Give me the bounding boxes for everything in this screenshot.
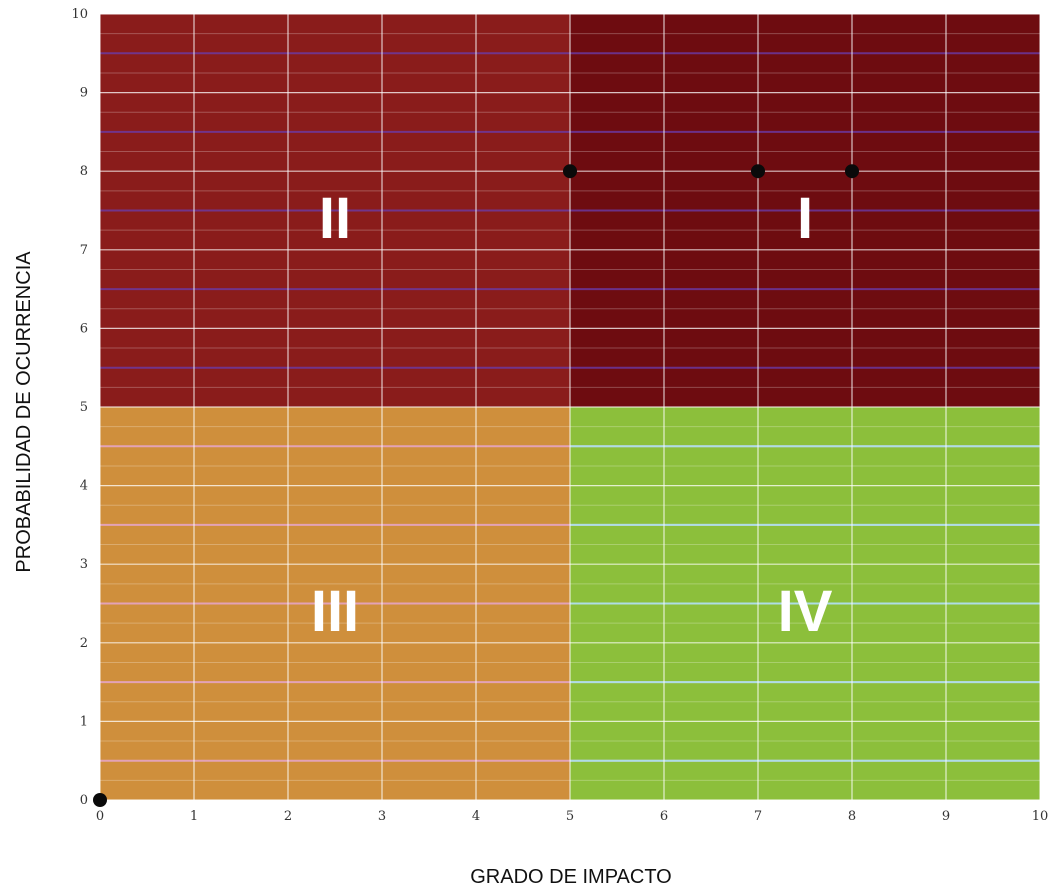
y-tick-label: 3 <box>80 557 88 572</box>
y-tick-label: 0 <box>80 793 88 808</box>
y-axis-ticks: 0 1 2 3 4 5 6 7 8 9 10 <box>71 7 88 808</box>
y-tick-label: 9 <box>80 86 88 101</box>
x-tick-label: 6 <box>660 809 668 824</box>
x-tick-label: 1 <box>190 809 198 824</box>
quadrant-label-iii: III <box>311 579 359 644</box>
data-points <box>93 164 859 807</box>
y-tick-label: 8 <box>80 164 88 179</box>
y-tick-label: 10 <box>71 7 88 22</box>
x-tick-label: 10 <box>1032 809 1049 824</box>
data-point <box>563 164 577 179</box>
x-tick-label: 3 <box>378 809 386 824</box>
y-tick-label: 7 <box>80 243 88 258</box>
gridlines <box>99 13 1041 801</box>
y-tick-label: 1 <box>80 714 88 729</box>
y-tick-label: 5 <box>80 400 88 415</box>
y-axis-title: PROBABILIDAD DE OCURRENCIA <box>13 251 35 573</box>
x-tick-label: 2 <box>284 809 292 824</box>
data-point <box>751 164 765 179</box>
x-tick-label: 5 <box>566 809 574 824</box>
y-tick-label: 4 <box>80 479 88 494</box>
data-point <box>845 164 859 179</box>
y-tick-label: 6 <box>80 321 88 336</box>
quadrant-label-ii: II <box>319 186 351 251</box>
quadrant-label-iv: IV <box>778 579 833 644</box>
x-tick-label: 7 <box>754 809 762 824</box>
data-point <box>93 793 107 807</box>
y-tick-label: 2 <box>80 636 88 651</box>
quadrant-label-i: I <box>797 186 813 251</box>
x-tick-label: 0 <box>96 809 104 824</box>
x-tick-label: 8 <box>848 809 856 824</box>
x-axis-ticks: 0 1 2 3 4 5 6 7 8 9 10 <box>96 809 1048 824</box>
x-tick-label: 4 <box>472 809 480 824</box>
x-tick-label: 9 <box>942 809 950 824</box>
x-axis-title: GRADO DE IMPACTO <box>470 866 672 888</box>
